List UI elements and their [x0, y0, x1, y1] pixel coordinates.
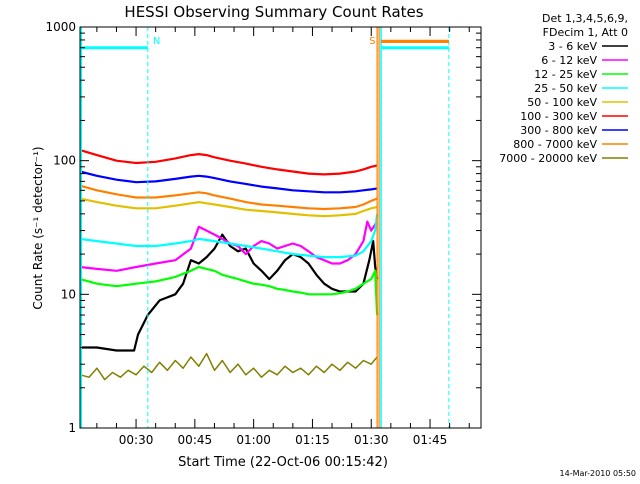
legend-entry-label: 6 - 12 keV	[541, 54, 597, 67]
y-tick-label: 100	[53, 154, 76, 168]
plot-frame	[79, 26, 482, 429]
series-line-8	[79, 184, 378, 211]
marker-label-1: N	[153, 36, 160, 47]
series-line-4	[79, 213, 379, 259]
axis-layer: 1 10 100 1000 00:30 00:45 01:00 01:15 01:30 01:45	[45, 20, 481, 447]
timestamp: 14-Mar-2010 05:50	[560, 469, 637, 478]
legend-entry-label: 7000 - 20000 keV	[499, 152, 597, 165]
legend-entry-label: 12 - 25 keV	[534, 68, 597, 81]
legend-entry-label: 300 - 800 keV	[520, 124, 597, 137]
chart-title: HESSI Observing Summary Count Rates	[124, 3, 423, 21]
legend-entry-label: 100 - 300 keV	[520, 110, 597, 123]
marker-label-2: S	[369, 36, 375, 47]
x-axis-label: Start Time (22-Oct-06 00:15:42)	[178, 455, 388, 470]
series-line-5	[79, 197, 378, 218]
legend-header-line: Det 1,3,4,5,6,9,	[542, 12, 628, 25]
legend-header-line: FDecim 1, Att 0	[543, 26, 628, 39]
series-layer	[79, 149, 379, 381]
x-tick-label: 01:15	[295, 433, 330, 447]
series-line-6	[79, 149, 378, 176]
series-line-7	[79, 170, 378, 194]
legend-entry-label: 3 - 6 keV	[548, 40, 597, 53]
legend-entry-label: 800 - 7000 keV	[513, 138, 597, 151]
series-line-2	[79, 220, 379, 272]
y-tick-label: 1000	[45, 20, 76, 34]
y-tick-label: 10	[61, 287, 76, 301]
x-tick-label: 01:30	[354, 433, 389, 447]
series-line-9	[79, 352, 378, 381]
legend-entry-label: 50 - 100 keV	[527, 96, 597, 109]
series-line-3	[79, 265, 379, 316]
y-axis-label: Count Rate (s⁻¹ detector⁻¹)	[31, 146, 45, 309]
x-tick-label: 00:45	[178, 433, 213, 447]
legend: Det 1,3,4,5,6,9,FDecim 1, Att 03 - 6 keV…	[499, 12, 628, 165]
y-tick-label: 1	[68, 421, 76, 435]
x-tick-label: 00:30	[119, 433, 154, 447]
legend-entry-label: 25 - 50 keV	[534, 82, 597, 95]
x-tick-label: 01:00	[236, 433, 271, 447]
x-tick-label: 01:45	[413, 433, 448, 447]
